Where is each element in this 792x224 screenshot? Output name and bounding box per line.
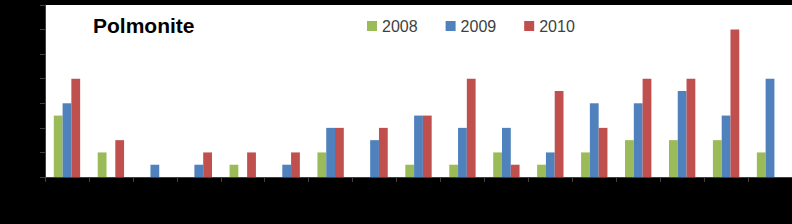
svg-text:2008: 2008 (382, 18, 418, 35)
svg-text:2010: 2010 (539, 18, 575, 35)
svg-text:2009: 2009 (461, 18, 497, 35)
svg-text:Polmonite: Polmonite (93, 14, 195, 37)
